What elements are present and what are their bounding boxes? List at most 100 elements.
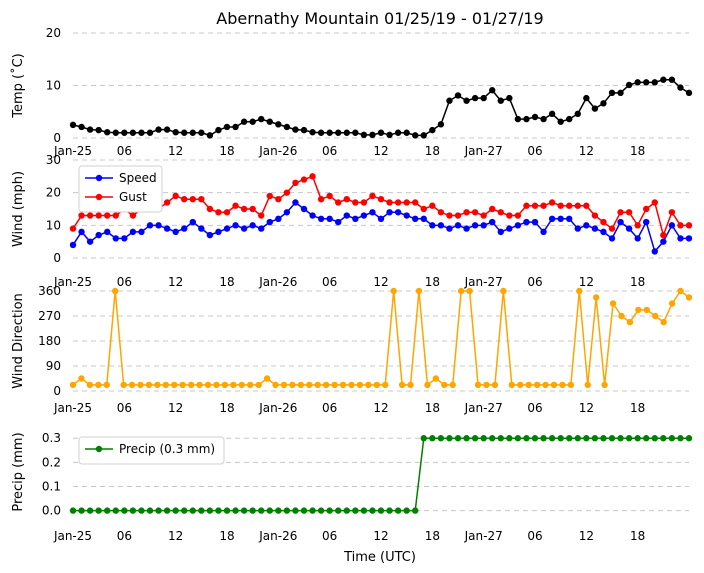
wind-data-point (574, 225, 581, 232)
precip-y-axis-label: Precip (mm) (11, 432, 26, 511)
direction-y-tick-label: 360 (38, 284, 61, 298)
temp-data-point (540, 115, 547, 123)
wind-data-point (497, 209, 504, 216)
direction-data-point (255, 381, 262, 389)
precip-data-point (86, 507, 94, 514)
wind-data-point (266, 218, 273, 226)
wind-data-point (249, 205, 256, 213)
wind-data-point (608, 225, 616, 232)
precip-data-point (138, 507, 145, 514)
precip-data-point (317, 507, 325, 514)
precip-data-point (326, 507, 333, 514)
wind-data-point (471, 222, 479, 229)
wind-data-point (335, 199, 342, 206)
wind-data-point (660, 231, 667, 239)
wind-x-tick-label: 18 (219, 275, 234, 289)
temp-data-point (386, 131, 393, 139)
temp-data-point (471, 94, 479, 102)
wind-data-point (668, 222, 676, 229)
temp-y-axis-label: Temp (˚C) (10, 53, 26, 119)
temp-x-tick-label: 18 (425, 144, 440, 158)
wind-data-point (677, 222, 684, 229)
wind-data-point (232, 202, 239, 209)
precip-data-point (112, 507, 119, 514)
direction-panel: 0 90 180 270 360 Jan-25 06 12 18 Jan-26 06 12 18 Jan-… (11, 284, 693, 415)
direction-data-point (162, 381, 170, 389)
direction-data-point (542, 381, 549, 389)
temp-data-point (420, 132, 427, 139)
temp-y-tick-label: 0 (53, 131, 61, 145)
precip-y-tick-label: 0.0 (42, 504, 61, 518)
direction-data-point (272, 381, 279, 389)
temp-data-point (446, 97, 453, 104)
direction-data-point (322, 381, 330, 389)
wind-data-point (454, 222, 462, 229)
wind-data-point (317, 215, 325, 222)
precip-data-point (78, 507, 85, 514)
temp-data-point (335, 129, 342, 136)
temp-data-point (78, 123, 85, 131)
precip-data-point (463, 435, 470, 442)
wind-data-point (480, 212, 487, 219)
wind-data-point (514, 222, 522, 229)
precip-data-point (386, 507, 393, 514)
precip-data-point (643, 435, 650, 442)
direction-data-point (609, 300, 617, 307)
direction-data-point (491, 381, 499, 389)
precip-data-point (292, 507, 299, 514)
wind-data-point (266, 192, 273, 200)
precip-data-point (608, 435, 616, 442)
temp-data-point (514, 115, 522, 123)
wind-data-point (275, 196, 282, 203)
precip-data-point (249, 507, 256, 514)
panels: 0 10 20 Jan-25 06 12 18 Jan-26 06 12 18 Jan-27 06 12 1… (10, 26, 693, 543)
direction-x-tick-label: Jan-27 (464, 401, 503, 415)
precip-data-point (600, 435, 607, 442)
wind-y-axis-label: Wind (mph) (11, 171, 26, 247)
wind-data-point (591, 212, 599, 219)
precip-data-point (283, 507, 291, 514)
precip-data-point (660, 435, 667, 442)
wind-data-point (386, 199, 393, 206)
direction-data-point (154, 381, 161, 389)
direction-data-point (120, 381, 127, 389)
wind-data-point (403, 199, 410, 206)
temp-data-point (625, 81, 633, 89)
precip-data-point (420, 435, 427, 442)
temp-data-point (489, 87, 496, 94)
direction-data-point (668, 300, 676, 307)
direction-data-point (525, 381, 532, 389)
direction-x-tick-label: 18 (219, 401, 234, 415)
precip-data-point (429, 435, 436, 442)
direction-data-point (103, 381, 110, 389)
wind-x-tick-label: 06 (117, 275, 132, 289)
direction-data-point (466, 287, 473, 295)
precip-data-point (258, 507, 265, 514)
figure-title: Abernathy Mountain 01/25/19 - 01/27/19 (216, 9, 543, 28)
wind-legend-label: Gust (119, 190, 147, 204)
wind-data-point (215, 209, 222, 216)
direction-data-point (398, 381, 406, 389)
direction-data-point (626, 318, 634, 326)
wind-data-point (352, 215, 359, 222)
wind-data-point (420, 205, 427, 213)
wind-data-point (326, 192, 333, 200)
wind-data-point (95, 231, 102, 239)
direction-x-tick-label: 12 (579, 401, 594, 415)
temp-data-point (146, 129, 154, 136)
wind-x-tick-label: Jan-25 (53, 275, 92, 289)
wind-data-point (412, 215, 419, 222)
direction-data-point (457, 287, 465, 295)
wind-data-point (292, 199, 299, 206)
temp-x-tick-label: Jan-27 (464, 144, 503, 158)
wind-data-point (668, 209, 676, 216)
wind-x-tick-label: Jan-27 (464, 275, 503, 289)
wind-data-point (471, 209, 479, 216)
direction-data-point (382, 381, 389, 389)
wind-data-point (591, 225, 599, 232)
precip-legend-label: Precip (0.3 mm) (119, 442, 215, 456)
wind-y-tick-label: 10 (46, 218, 61, 232)
precip-data-point (335, 507, 342, 514)
direction-y-tick-label: 270 (38, 309, 61, 323)
